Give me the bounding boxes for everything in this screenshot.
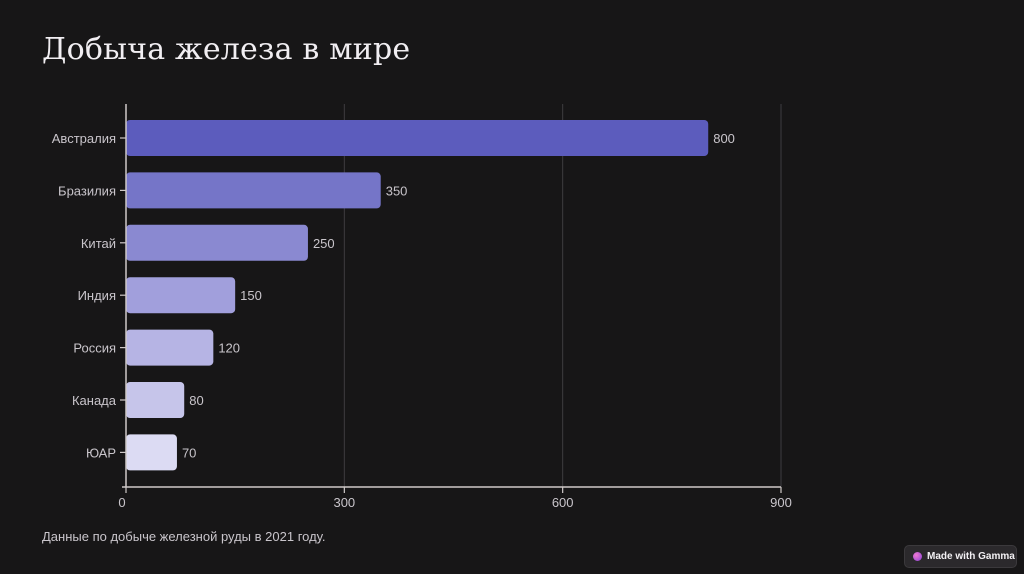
bar-2 — [126, 172, 381, 209]
bar-4 — [126, 277, 236, 314]
chart-caption: Данные по добыче железной руды в 2021 го… — [42, 529, 326, 544]
bars — [126, 120, 709, 471]
chart-labels: 800Австралия350Бразилия250Китай150Индия1… — [52, 131, 792, 510]
category-label: Россия — [73, 341, 116, 356]
bar-chart: 800Австралия350Бразилия250Китай150Индия1… — [52, 104, 792, 510]
axes — [120, 104, 782, 493]
made-with-gamma-badge[interactable]: Made with Gamma — [904, 545, 1017, 568]
badge-label: Made with Gamma — [927, 551, 1015, 562]
x-tick-label: 900 — [770, 495, 792, 510]
category-label: Китай — [81, 236, 116, 251]
category-label: Бразилия — [58, 183, 116, 198]
gamma-logo-icon — [913, 552, 922, 561]
data-label: 70 — [182, 445, 196, 460]
category-label: Индия — [78, 288, 116, 303]
category-label: ЮАР — [86, 445, 116, 460]
data-label: 120 — [218, 341, 240, 356]
bar-5 — [126, 329, 214, 366]
x-tick-label: 300 — [333, 495, 355, 510]
category-label: Австралия — [52, 131, 116, 146]
data-label: 80 — [189, 393, 203, 408]
data-label: 350 — [386, 183, 408, 198]
page-title: Добыча железа в мире — [42, 32, 411, 67]
x-tick-label: 600 — [552, 495, 574, 510]
bar-3 — [126, 224, 308, 261]
data-label: 800 — [713, 131, 735, 146]
data-label: 250 — [313, 236, 335, 251]
gridlines — [343, 104, 782, 487]
category-label: Канада — [72, 393, 117, 408]
data-label: 150 — [240, 288, 262, 303]
bar-6 — [126, 382, 185, 418]
bar-7 — [126, 434, 177, 471]
x-tick-label: 0 — [118, 495, 125, 510]
bar-1 — [126, 120, 709, 156]
